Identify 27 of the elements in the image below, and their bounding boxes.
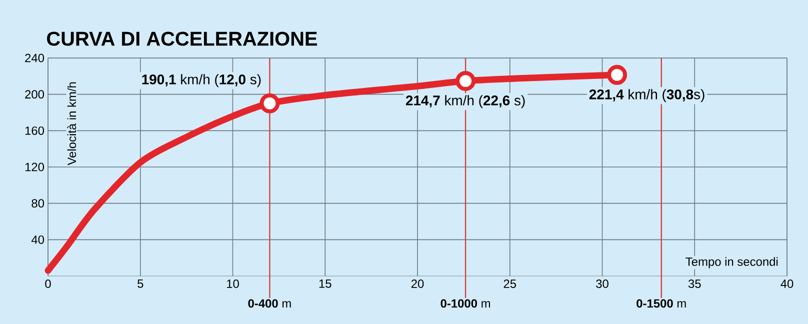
- x-tick-label: 25: [504, 280, 516, 288]
- point: [456, 70, 476, 91]
- x-tick-label: 30: [596, 280, 608, 288]
- y-axis-title: Velocità in km/h: [67, 82, 76, 166]
- y-tick-label: 240: [25, 54, 44, 62]
- annotation: 221,4 km/h (30,8s): [589, 89, 704, 102]
- y-tick-label: 200: [25, 90, 44, 99]
- x-axis-title: Tempo in secondi: [686, 257, 778, 268]
- y-tick-label: 120: [25, 162, 44, 172]
- point: [607, 64, 628, 85]
- x-tick-label: 15: [319, 280, 332, 288]
- ref-line-label: 0-1500 m: [636, 299, 686, 308]
- x-tick-label: 35: [688, 280, 701, 288]
- point: [260, 93, 280, 114]
- y-tick-label: 80: [32, 199, 44, 208]
- x-tick-label: 40: [780, 280, 794, 288]
- x-tick-label: 5: [138, 280, 144, 288]
- chart-title: CURVA DI ACCELERAZIONE: [47, 32, 317, 46]
- x-tick-label: 20: [411, 280, 424, 288]
- ref-line-label: 0-400 m: [248, 299, 291, 308]
- y-tick-label: 160: [25, 126, 44, 135]
- annotation: 214,7 km/h (22,6 s): [406, 95, 525, 108]
- y-tick-label: 40: [31, 235, 44, 244]
- ref-line-label: 0-1000 m: [440, 299, 490, 308]
- x-tick-label: 10: [227, 280, 239, 288]
- x-tick-label: 0: [45, 280, 51, 288]
- annotation: 190,1 km/h (12,0 s): [142, 74, 261, 88]
